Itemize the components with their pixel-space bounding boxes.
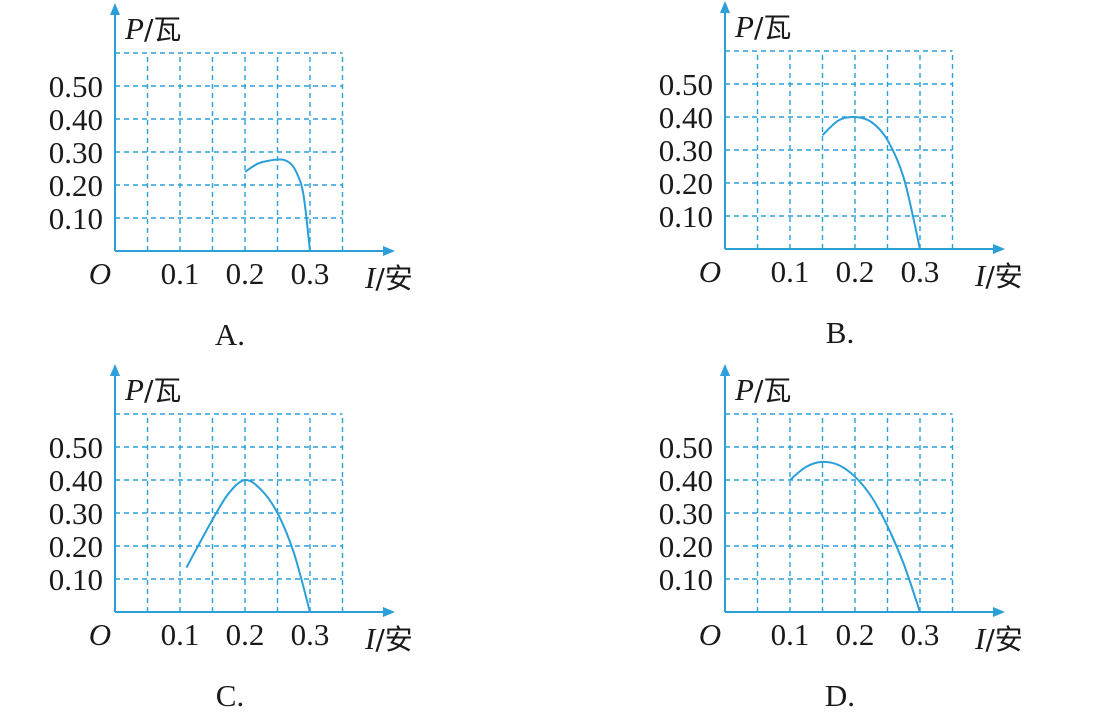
grid [115, 413, 344, 612]
x-tick-label: 0.2 [836, 617, 875, 652]
x-axis-arrow-icon [993, 244, 1005, 254]
y-tick-label: 0.40 [49, 463, 103, 498]
y-tick-label: 0.20 [49, 168, 103, 203]
y-tick-label: 0.20 [49, 529, 103, 564]
y-tick-label: 0.10 [659, 562, 713, 597]
x-tick-label: 0.2 [226, 617, 265, 652]
chart-panel-4: 0.100.200.300.400.50 0.1 0.2 0.3 O I/安 P/瓦 D. [659, 364, 1023, 713]
x-tick-label: 0.3 [901, 617, 940, 652]
power-curve [185, 478, 311, 613]
x-axis-label: I/安 [974, 258, 1023, 293]
y-tick-label: 0.10 [49, 201, 103, 236]
y-tick-label: 0.40 [659, 463, 713, 498]
y-tick-label: 0.30 [49, 496, 103, 531]
x-axis-arrow-icon [383, 246, 395, 256]
origin-label: O [89, 256, 111, 291]
grid [725, 413, 954, 612]
y-tick-label: 0.30 [659, 133, 713, 168]
panel-caption: B. [826, 315, 854, 350]
y-tick-label: 0.40 [659, 100, 713, 135]
x-axis-label: I/安 [364, 260, 413, 295]
x-tick-label: 0.3 [291, 617, 330, 652]
y-axis-label: P/瓦 [734, 9, 791, 44]
grid [115, 52, 344, 251]
y-tick-label: 0.20 [659, 166, 713, 201]
panel-caption: D. [825, 678, 855, 713]
y-axis-arrow-icon [110, 364, 120, 376]
y-axis-arrow-icon [110, 3, 120, 15]
panel-caption: A. [215, 317, 245, 352]
y-axis-label: P/瓦 [124, 11, 181, 46]
chart-panel-3: 0.100.200.300.400.50 0.1 0.2 0.3 O I/安 P/瓦 C. [49, 364, 413, 713]
y-tick-label: 0.10 [49, 562, 103, 597]
power-curve [789, 460, 921, 613]
grid [725, 50, 954, 249]
origin-label: O [699, 254, 721, 289]
y-tick-label: 0.50 [49, 430, 103, 465]
x-tick-label: 0.1 [161, 256, 200, 291]
y-tick-label: 0.50 [659, 67, 713, 102]
x-tick-label: 0.1 [771, 254, 810, 289]
x-tick-label: 0.3 [291, 256, 330, 291]
x-axis-label: I/安 [974, 621, 1023, 656]
y-tick-label: 0.50 [659, 430, 713, 465]
origin-label: O [89, 617, 111, 652]
origin-label: O [699, 617, 721, 652]
y-tick-label: 0.10 [659, 199, 713, 234]
y-axis-label: P/瓦 [734, 372, 791, 407]
y-tick-label: 0.20 [659, 529, 713, 564]
x-tick-label: 0.2 [226, 256, 265, 291]
x-tick-label: 0.2 [836, 254, 875, 289]
x-tick-label: 0.1 [771, 617, 810, 652]
power-curve [821, 115, 921, 250]
y-axis-arrow-icon [720, 364, 730, 376]
panel-caption: C. [216, 678, 244, 713]
y-axis-label: P/瓦 [124, 372, 181, 407]
y-tick-label: 0.50 [49, 69, 103, 104]
x-tick-label: 0.1 [161, 617, 200, 652]
chart-panel-1: 0.100.200.300.400.50 0.1 0.2 0.3 O I/安 P/瓦 A. [49, 3, 413, 352]
x-axis-arrow-icon [993, 607, 1005, 617]
y-axis-arrow-icon [720, 1, 730, 13]
chart-panel-2: 0.100.200.300.400.50 0.1 0.2 0.3 O I/安 P/瓦 B. [659, 1, 1023, 350]
x-axis-label: I/安 [364, 621, 413, 656]
y-tick-label: 0.30 [659, 496, 713, 531]
y-tick-label: 0.40 [49, 102, 103, 137]
x-tick-label: 0.3 [901, 254, 940, 289]
power-curve [244, 158, 311, 252]
y-tick-label: 0.30 [49, 135, 103, 170]
x-axis-arrow-icon [383, 607, 395, 617]
